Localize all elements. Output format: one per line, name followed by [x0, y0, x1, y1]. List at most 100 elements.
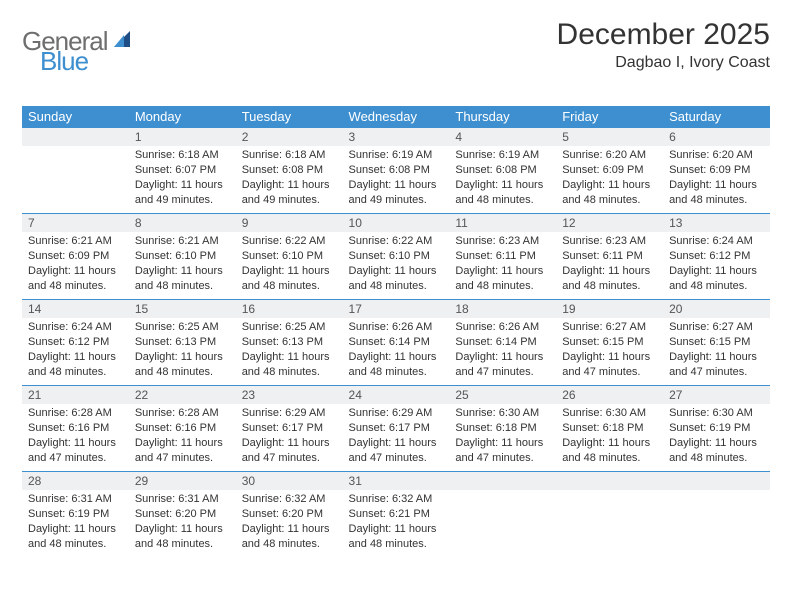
sunrise-line: Sunrise: 6:30 AM: [562, 406, 657, 421]
day-body: Sunrise: 6:29 AMSunset: 6:17 PMDaylight:…: [236, 404, 343, 469]
weekday-header: Wednesday: [343, 106, 450, 128]
location-label: Dagbao I, Ivory Coast: [557, 54, 770, 72]
daylight-line: Daylight: 11 hours and 47 minutes.: [669, 350, 764, 380]
sunset-line: Sunset: 6:14 PM: [349, 335, 444, 350]
day-body: Sunrise: 6:23 AMSunset: 6:11 PMDaylight:…: [556, 232, 663, 297]
day-number: 1: [129, 128, 236, 146]
sunrise-line: Sunrise: 6:19 AM: [455, 148, 550, 163]
day-number: 7: [22, 214, 129, 232]
daylight-line: Daylight: 11 hours and 49 minutes.: [135, 178, 230, 208]
daylight-line: Daylight: 11 hours and 48 minutes.: [135, 264, 230, 294]
sunrise-line: Sunrise: 6:23 AM: [562, 234, 657, 249]
calendar-day-cell: 20Sunrise: 6:27 AMSunset: 6:15 PMDayligh…: [663, 300, 770, 386]
calendar-day-cell: 22Sunrise: 6:28 AMSunset: 6:16 PMDayligh…: [129, 386, 236, 472]
calendar-day-cell: [449, 472, 556, 558]
sunset-line: Sunset: 6:08 PM: [455, 163, 550, 178]
day-number: 10: [343, 214, 450, 232]
daylight-line: Daylight: 11 hours and 48 minutes.: [669, 264, 764, 294]
sunrise-line: Sunrise: 6:18 AM: [242, 148, 337, 163]
sunrise-line: Sunrise: 6:22 AM: [349, 234, 444, 249]
page-header: General December 2025 Dagbao I, Ivory Co…: [22, 18, 770, 72]
sunrise-line: Sunrise: 6:18 AM: [135, 148, 230, 163]
day-number: [22, 128, 129, 146]
day-body: Sunrise: 6:19 AMSunset: 6:08 PMDaylight:…: [449, 146, 556, 211]
day-number: 15: [129, 300, 236, 318]
calendar-day-cell: 7Sunrise: 6:21 AMSunset: 6:09 PMDaylight…: [22, 214, 129, 300]
day-body: Sunrise: 6:20 AMSunset: 6:09 PMDaylight:…: [663, 146, 770, 211]
title-block: December 2025 Dagbao I, Ivory Coast: [557, 18, 770, 72]
day-number: [663, 472, 770, 490]
sunrise-line: Sunrise: 6:30 AM: [669, 406, 764, 421]
day-number: 11: [449, 214, 556, 232]
day-number: 30: [236, 472, 343, 490]
calendar-day-cell: 21Sunrise: 6:28 AMSunset: 6:16 PMDayligh…: [22, 386, 129, 472]
sunrise-line: Sunrise: 6:32 AM: [242, 492, 337, 507]
calendar-day-cell: 11Sunrise: 6:23 AMSunset: 6:11 PMDayligh…: [449, 214, 556, 300]
daylight-line: Daylight: 11 hours and 49 minutes.: [242, 178, 337, 208]
sunrise-line: Sunrise: 6:22 AM: [242, 234, 337, 249]
sunrise-line: Sunrise: 6:26 AM: [349, 320, 444, 335]
sunset-line: Sunset: 6:10 PM: [135, 249, 230, 264]
day-number: 2: [236, 128, 343, 146]
daylight-line: Daylight: 11 hours and 48 minutes.: [349, 264, 444, 294]
sunset-line: Sunset: 6:12 PM: [669, 249, 764, 264]
daylight-line: Daylight: 11 hours and 48 minutes.: [135, 522, 230, 552]
daylight-line: Daylight: 11 hours and 47 minutes.: [455, 436, 550, 466]
sunset-line: Sunset: 6:19 PM: [669, 421, 764, 436]
sunset-line: Sunset: 6:10 PM: [242, 249, 337, 264]
weekday-header: Friday: [556, 106, 663, 128]
sunrise-line: Sunrise: 6:29 AM: [242, 406, 337, 421]
sunrise-line: Sunrise: 6:27 AM: [562, 320, 657, 335]
calendar-day-cell: [556, 472, 663, 558]
calendar-day-cell: 24Sunrise: 6:29 AMSunset: 6:17 PMDayligh…: [343, 386, 450, 472]
calendar-day-cell: 12Sunrise: 6:23 AMSunset: 6:11 PMDayligh…: [556, 214, 663, 300]
sunrise-line: Sunrise: 6:31 AM: [28, 492, 123, 507]
calendar-day-cell: 28Sunrise: 6:31 AMSunset: 6:19 PMDayligh…: [22, 472, 129, 558]
calendar-day-cell: 4Sunrise: 6:19 AMSunset: 6:08 PMDaylight…: [449, 128, 556, 214]
sunrise-line: Sunrise: 6:30 AM: [455, 406, 550, 421]
calendar-day-cell: 16Sunrise: 6:25 AMSunset: 6:13 PMDayligh…: [236, 300, 343, 386]
daylight-line: Daylight: 11 hours and 48 minutes.: [455, 178, 550, 208]
calendar-day-cell: 31Sunrise: 6:32 AMSunset: 6:21 PMDayligh…: [343, 472, 450, 558]
day-number: 19: [556, 300, 663, 318]
day-number: 3: [343, 128, 450, 146]
daylight-line: Daylight: 11 hours and 47 minutes.: [349, 436, 444, 466]
calendar-day-cell: [663, 472, 770, 558]
day-number: 18: [449, 300, 556, 318]
sunrise-line: Sunrise: 6:32 AM: [349, 492, 444, 507]
brand-part2: Blue: [40, 46, 88, 76]
weekday-header: Tuesday: [236, 106, 343, 128]
day-body: Sunrise: 6:27 AMSunset: 6:15 PMDaylight:…: [663, 318, 770, 383]
day-body: Sunrise: 6:18 AMSunset: 6:07 PMDaylight:…: [129, 146, 236, 211]
sunset-line: Sunset: 6:18 PM: [562, 421, 657, 436]
day-number: 20: [663, 300, 770, 318]
weekday-header: Saturday: [663, 106, 770, 128]
day-body: Sunrise: 6:28 AMSunset: 6:16 PMDaylight:…: [129, 404, 236, 469]
brand-sail-icon: [112, 29, 132, 54]
sunrise-line: Sunrise: 6:20 AM: [669, 148, 764, 163]
calendar-day-cell: 5Sunrise: 6:20 AMSunset: 6:09 PMDaylight…: [556, 128, 663, 214]
day-number: 6: [663, 128, 770, 146]
day-number: 12: [556, 214, 663, 232]
day-body: Sunrise: 6:31 AMSunset: 6:20 PMDaylight:…: [129, 490, 236, 555]
daylight-line: Daylight: 11 hours and 47 minutes.: [135, 436, 230, 466]
day-number: [556, 472, 663, 490]
sunrise-line: Sunrise: 6:25 AM: [135, 320, 230, 335]
day-body: Sunrise: 6:25 AMSunset: 6:13 PMDaylight:…: [236, 318, 343, 383]
sunrise-line: Sunrise: 6:28 AM: [28, 406, 123, 421]
sunset-line: Sunset: 6:08 PM: [242, 163, 337, 178]
calendar-week-row: 7Sunrise: 6:21 AMSunset: 6:09 PMDaylight…: [22, 214, 770, 300]
sunset-line: Sunset: 6:17 PM: [349, 421, 444, 436]
calendar-day-cell: 6Sunrise: 6:20 AMSunset: 6:09 PMDaylight…: [663, 128, 770, 214]
daylight-line: Daylight: 11 hours and 48 minutes.: [669, 436, 764, 466]
month-title: December 2025: [557, 18, 770, 52]
calendar-week-row: 14Sunrise: 6:24 AMSunset: 6:12 PMDayligh…: [22, 300, 770, 386]
day-body: Sunrise: 6:26 AMSunset: 6:14 PMDaylight:…: [343, 318, 450, 383]
sunrise-line: Sunrise: 6:26 AM: [455, 320, 550, 335]
calendar-day-cell: 29Sunrise: 6:31 AMSunset: 6:20 PMDayligh…: [129, 472, 236, 558]
day-number: 27: [663, 386, 770, 404]
sunrise-line: Sunrise: 6:25 AM: [242, 320, 337, 335]
daylight-line: Daylight: 11 hours and 48 minutes.: [349, 350, 444, 380]
day-body: Sunrise: 6:32 AMSunset: 6:20 PMDaylight:…: [236, 490, 343, 555]
day-body: Sunrise: 6:20 AMSunset: 6:09 PMDaylight:…: [556, 146, 663, 211]
